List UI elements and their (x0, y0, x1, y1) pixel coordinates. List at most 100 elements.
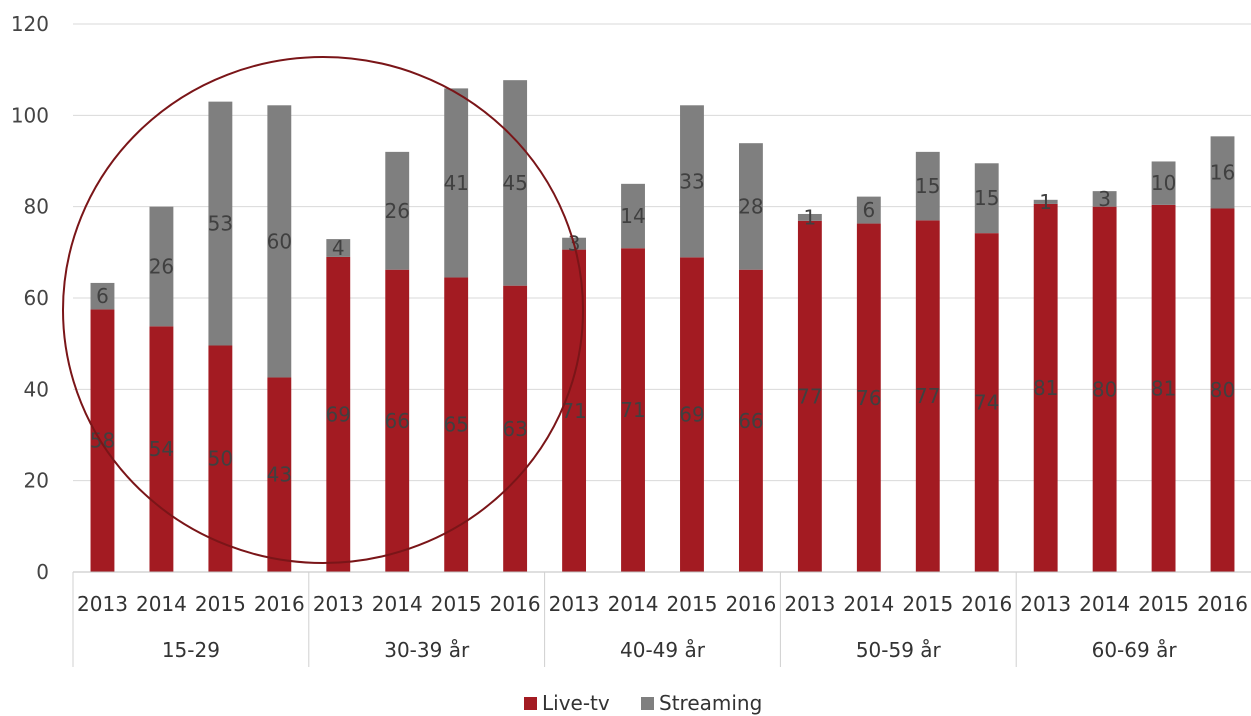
data-label-streaming: 26 (149, 254, 174, 278)
bar-live-tv (385, 269, 410, 572)
data-label-live-tv: 58 (90, 429, 115, 453)
bar-live-tv (1092, 206, 1117, 572)
x-group-label: 50-59 år (856, 638, 942, 662)
bar-live-tv (326, 256, 351, 572)
bar-streaming (680, 105, 704, 258)
data-label-streaming: 3 (1098, 187, 1111, 211)
x-axis: 2013 2014 2015 2016 2013 2014 2015 2016 2013 2014… (72, 571, 1251, 667)
data-label-streaming: 14 (620, 204, 645, 228)
y-tick-label: 60 (24, 286, 49, 310)
x-tick-label-year: 2016 (254, 592, 305, 616)
x-tick-label-year: 2016 (490, 592, 541, 616)
legend-item-live-tv: Live-tv (524, 691, 610, 715)
bar-live-tv (444, 277, 469, 572)
bar-live-tv (1210, 208, 1235, 572)
x-group-label: 30-39 år (384, 638, 470, 662)
bar-streaming (856, 196, 881, 224)
bar-live-tv (797, 220, 822, 572)
data-label-live-tv: 77 (797, 384, 822, 408)
legend: Live-tv Streaming (524, 691, 762, 715)
data-label-live-tv: 77 (915, 384, 940, 408)
bar-live-tv (1151, 204, 1176, 572)
x-tick-label-year: 2013 (77, 592, 128, 616)
x-tick-label-year: 2016 (1197, 592, 1248, 616)
y-tick-label: 80 (24, 195, 49, 219)
y-tick-label: 20 (24, 469, 49, 493)
bars (90, 80, 1235, 573)
data-label-live-tv: 80 (1210, 378, 1235, 402)
data-label-streaming: 26 (384, 199, 409, 223)
bar-streaming (1151, 161, 1176, 205)
data-label-streaming: 15 (974, 186, 999, 210)
x-tick-label-year: 2014 (608, 592, 659, 616)
data-label-live-tv: 43 (267, 463, 292, 487)
bar-live-tv (267, 377, 292, 572)
data-label-live-tv: 63 (502, 417, 527, 441)
bar-live-tv (562, 249, 587, 573)
x-tick-label-year: 2013 (549, 592, 600, 616)
data-label-streaming: 10 (1151, 171, 1176, 195)
x-group-label: 60-69 år (1092, 638, 1178, 662)
data-labels: 5865426505343606946626654163457137114693… (90, 160, 1236, 486)
bar-live-tv (149, 326, 174, 572)
data-label-streaming: 1 (1039, 190, 1052, 214)
legend-item-streaming: Streaming (641, 691, 762, 715)
data-label-live-tv: 69 (326, 402, 351, 426)
bar-live-tv (90, 309, 115, 572)
data-label-live-tv: 65 (443, 413, 468, 437)
data-label-live-tv: 66 (738, 409, 763, 433)
bar-streaming (1033, 199, 1058, 204)
y-tick-label: 0 (36, 560, 49, 584)
data-label-live-tv: 69 (679, 403, 704, 427)
data-label-live-tv: 81 (1033, 376, 1058, 400)
x-tick-label-year: 2015 (431, 592, 482, 616)
bar-live-tv (915, 220, 940, 572)
bar-live-tv (974, 233, 999, 573)
data-label-streaming: 45 (502, 171, 527, 195)
bar-streaming (1092, 191, 1117, 207)
data-label-streaming: 41 (443, 171, 468, 195)
data-label-streaming: 1 (804, 205, 817, 229)
data-label-live-tv: 74 (974, 391, 999, 415)
x-tick-label-year: 2015 (902, 592, 953, 616)
bar-streaming (915, 151, 940, 221)
bar-streaming (444, 88, 469, 278)
bar-streaming (1210, 136, 1235, 209)
data-label-streaming: 33 (679, 169, 704, 193)
y-tick-label: 40 (24, 377, 49, 401)
y-tick-label: 100 (11, 103, 49, 127)
x-group-label: 40-49 år (620, 638, 706, 662)
bar-streaming (149, 206, 174, 327)
bar-live-tv (621, 248, 645, 572)
y-tick-label: 120 (11, 12, 49, 36)
data-label-live-tv: 50 (208, 447, 233, 471)
x-tick-label-year: 2014 (843, 592, 894, 616)
data-label-streaming: 4 (332, 236, 345, 260)
x-group-label: 15-29 (162, 638, 220, 662)
legend-label: Live-tv (542, 691, 610, 715)
gridlines (73, 23, 1251, 482)
x-tick-label-year: 2013 (784, 592, 835, 616)
data-label-live-tv: 54 (149, 437, 174, 461)
data-label-live-tv: 66 (384, 409, 409, 433)
x-tick-label-year: 2015 (667, 592, 718, 616)
bar-live-tv (738, 269, 763, 572)
bar-streaming (503, 80, 528, 286)
bar-live-tv (503, 285, 528, 572)
data-label-streaming: 6 (96, 284, 109, 308)
data-label-live-tv: 81 (1151, 376, 1176, 400)
x-tick-label-year: 2016 (725, 592, 776, 616)
data-label-live-tv: 76 (856, 386, 881, 410)
x-tick-label-year: 2016 (961, 592, 1012, 616)
highlight-circle (62, 56, 584, 564)
bar-streaming (385, 151, 410, 270)
bar-live-tv (1033, 203, 1058, 572)
data-label-streaming: 53 (208, 212, 233, 236)
data-label-streaming: 60 (267, 229, 292, 253)
bar-streaming (797, 213, 822, 221)
bar-streaming (208, 101, 233, 346)
data-label-live-tv: 80 (1092, 377, 1117, 401)
x-tick-label-year: 2014 (1079, 592, 1130, 616)
bar-live-tv (208, 345, 233, 572)
